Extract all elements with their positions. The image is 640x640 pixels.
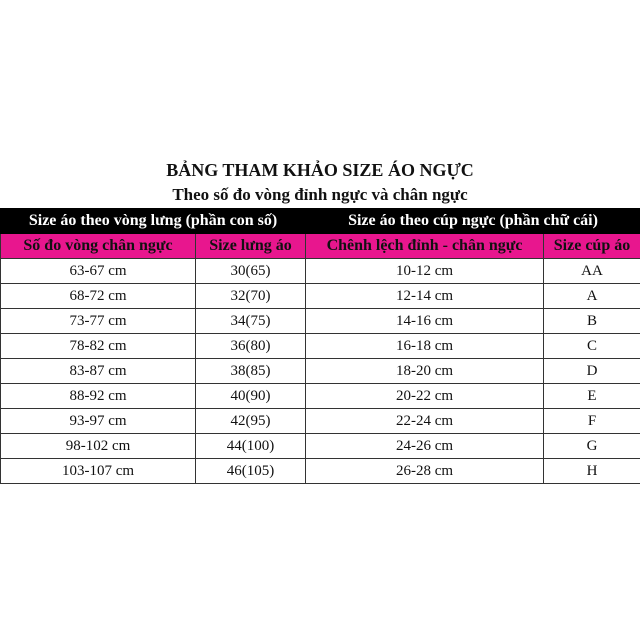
table-cell: C <box>543 333 640 359</box>
group-header-band-size: Size áo theo vòng lưng (phần con số) <box>0 208 307 234</box>
table-cell: 68-72 cm <box>0 283 196 309</box>
table-cell: 40(90) <box>194 383 307 409</box>
table-cell: 46(105) <box>194 458 307 484</box>
table-row: 78-82 cm 36(80) 16-18 cm C <box>0 333 640 359</box>
table-cell: 103-107 cm <box>0 458 196 484</box>
table-row: 73-77 cm 34(75) 14-16 cm B <box>0 308 640 334</box>
table-row: 63-67 cm 30(65) 10-12 cm AA <box>0 258 640 284</box>
table-cell: B <box>543 308 640 334</box>
page-title: BẢNG THAM KHẢO SIZE ÁO NGỰC <box>166 160 474 180</box>
table-cell: H <box>543 458 640 484</box>
table-row: 98-102 cm 44(100) 24-26 cm G <box>0 433 640 459</box>
size-table: Size áo theo vòng lưng (phần con số) Siz… <box>0 208 640 484</box>
table-cell: AA <box>543 258 640 284</box>
table-row: 93-97 cm 42(95) 22-24 cm F <box>0 408 640 434</box>
table-cell: 14-16 cm <box>305 308 545 334</box>
column-header: Số đo vòng chân ngực <box>0 233 196 259</box>
table-cell: 73-77 cm <box>0 308 196 334</box>
table-cell: 98-102 cm <box>0 433 196 459</box>
column-header: Size lưng áo <box>194 233 307 259</box>
table-cell: 38(85) <box>194 358 307 384</box>
table-cell: 22-24 cm <box>305 408 545 434</box>
group-header-row: Size áo theo vòng lưng (phần con số) Siz… <box>0 208 640 234</box>
table-cell: 88-92 cm <box>0 383 196 409</box>
table-cell: E <box>543 383 640 409</box>
table-cell: G <box>543 433 640 459</box>
table-cell: 93-97 cm <box>0 408 196 434</box>
table-cell: 18-20 cm <box>305 358 545 384</box>
table-row: 88-92 cm 40(90) 20-22 cm E <box>0 383 640 409</box>
table-cell: 16-18 cm <box>305 333 545 359</box>
table-cell: 24-26 cm <box>305 433 545 459</box>
table-cell: 44(100) <box>194 433 307 459</box>
table-cell: 83-87 cm <box>0 358 196 384</box>
table-cell: A <box>543 283 640 309</box>
column-header: Size cúp áo <box>543 233 640 259</box>
column-header: Chênh lệch đỉnh - chân ngực <box>305 233 545 259</box>
table-cell: 34(75) <box>194 308 307 334</box>
table-cell: 12-14 cm <box>305 283 545 309</box>
table-cell: D <box>543 358 640 384</box>
group-header-cup-size: Size áo theo cúp ngực (phần chữ cái) <box>305 208 640 234</box>
table-cell: 63-67 cm <box>0 258 196 284</box>
table-cell: 36(80) <box>194 333 307 359</box>
page-subtitle: Theo số đo vòng đỉnh ngực và chân ngực <box>172 185 468 204</box>
column-header-row: Số đo vòng chân ngực Size lưng áo Chênh … <box>0 233 640 259</box>
table-cell: F <box>543 408 640 434</box>
table-row: 83-87 cm 38(85) 18-20 cm D <box>0 358 640 384</box>
table-cell: 20-22 cm <box>305 383 545 409</box>
table-cell: 42(95) <box>194 408 307 434</box>
table-cell: 26-28 cm <box>305 458 545 484</box>
table-cell: 32(70) <box>194 283 307 309</box>
table-cell: 10-12 cm <box>305 258 545 284</box>
table-row: 68-72 cm 32(70) 12-14 cm A <box>0 283 640 309</box>
table-cell: 30(65) <box>194 258 307 284</box>
table-row: 103-107 cm 46(105) 26-28 cm H <box>0 458 640 484</box>
table-cell: 78-82 cm <box>0 333 196 359</box>
